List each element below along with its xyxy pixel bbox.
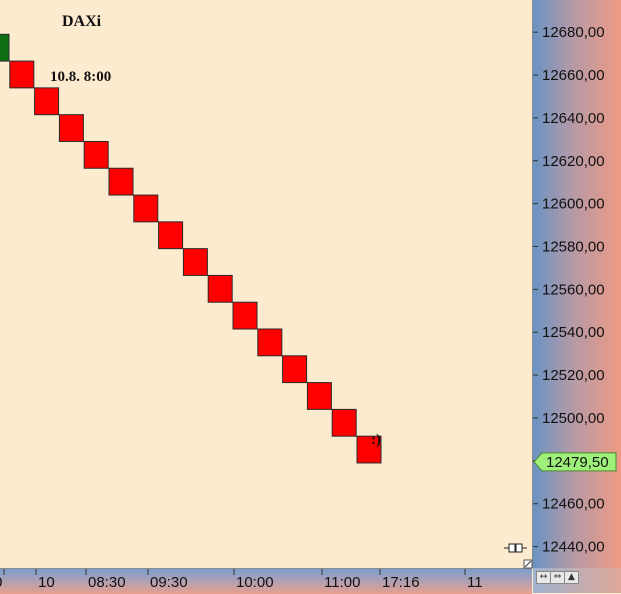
y-tick-label: 12660,00 [542, 67, 605, 84]
price-axis[interactable] [533, 0, 621, 568]
x-tick-label: 11:00 [324, 574, 360, 591]
y-tick-label: 12540,00 [542, 324, 605, 341]
renko-brick-down [232, 301, 258, 330]
resize-corner-icon[interactable] [523, 559, 533, 569]
scroll-end-icon[interactable] [504, 543, 527, 553]
smiley-annotation: :) [371, 432, 381, 448]
current-price-label: 12479,50 [546, 454, 609, 471]
renko-brick-down [58, 114, 84, 142]
chart-title: DAXi [62, 13, 102, 30]
y-tick-label: 12560,00 [542, 281, 605, 298]
renko-brick-down [282, 355, 308, 384]
renko-brick-down [356, 435, 382, 464]
annotation-layer: DAXi 10.8. 8:00:) [50, 13, 533, 569]
chart-type-icon[interactable]: ▲ [564, 571, 579, 584]
y-tick-label: 12520,00 [542, 367, 605, 384]
y-tick-label: 12620,00 [542, 153, 605, 170]
session-start-annotation: 10.8. 8:00 [50, 69, 111, 85]
x-tick-label: 10:00 [236, 574, 274, 591]
renko-brick-down [306, 382, 332, 410]
y-tick-label: 12580,00 [542, 238, 605, 255]
zoom-fit-icon[interactable]: ↔ [536, 571, 551, 584]
x-tick-label: 10 [38, 574, 55, 591]
renko-brick-down [133, 194, 159, 223]
renko-brick-down [34, 87, 60, 116]
renko-brick-down [108, 167, 134, 196]
renko-brick-down [331, 408, 357, 437]
x-tick-label: 09:30 [150, 574, 188, 591]
renko-brick-down [207, 274, 233, 303]
renko-brick-down [83, 140, 109, 169]
y-tick-label: 12440,00 [542, 539, 605, 556]
renko-brick-down [9, 60, 35, 89]
x-tick-label: 0 [0, 574, 2, 591]
y-tick-label: 12640,00 [542, 110, 605, 127]
price-axis-ticks: 12440,0012460,0012480,0012500,0012520,00… [533, 24, 617, 556]
x-tick-label: 17:16 [382, 574, 420, 591]
y-tick-label: 12500,00 [542, 410, 605, 427]
zoom-in-icon[interactable]: ⇔ [550, 571, 565, 584]
chart-plot-area[interactable] [0, 0, 533, 568]
x-tick-label: 08:30 [88, 574, 126, 591]
brick-layer [0, 33, 382, 464]
renko-brick-up [0, 33, 10, 62]
current-price-tag [533, 452, 617, 472]
y-tick-label: 12680,00 [542, 24, 605, 41]
y-tick-label: 12460,00 [542, 496, 605, 513]
renko-brick-down [182, 248, 208, 276]
x-tick-label: 11 [467, 574, 483, 591]
y-tick-label: 12600,00 [542, 196, 605, 213]
time-axis-ticks: 0 10 08:30 09:30 10:00 11:00 17:16 11 [0, 569, 483, 591]
renko-brick-down [158, 221, 184, 250]
time-axis[interactable] [0, 568, 532, 594]
renko-brick-down [257, 328, 283, 357]
